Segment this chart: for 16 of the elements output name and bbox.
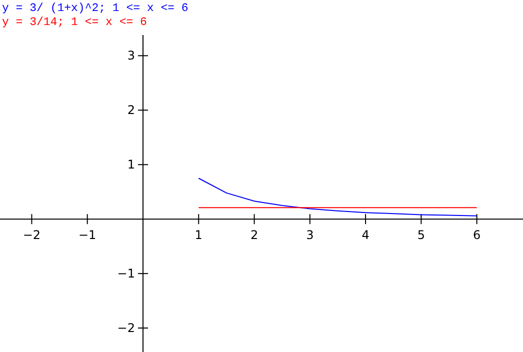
x-tick-label: 4: [362, 228, 370, 242]
y-tick-label: 2: [127, 103, 135, 118]
y-tick-label: 3: [127, 48, 135, 63]
text: y = 3/14; 1 <= x <= 6: [2, 16, 148, 29]
text: y = 3/ (1+x)^2; 1 <= x <= 6: [2, 2, 188, 15]
x-tick-label: −2: [22, 228, 41, 242]
x-tick-label: 1: [194, 228, 202, 242]
x-tick-label: 2: [250, 228, 258, 242]
y-tick-label: −2: [117, 321, 135, 336]
x-tick-label: 5: [417, 228, 425, 242]
x-tick-label: 6: [473, 228, 481, 242]
y-tick-label: −1: [117, 266, 135, 281]
x-tick-label: −1: [78, 228, 96, 242]
x-tick-label: 3: [306, 228, 314, 242]
line-series: [198, 178, 478, 216]
y-tick-label: 1: [127, 158, 135, 172]
